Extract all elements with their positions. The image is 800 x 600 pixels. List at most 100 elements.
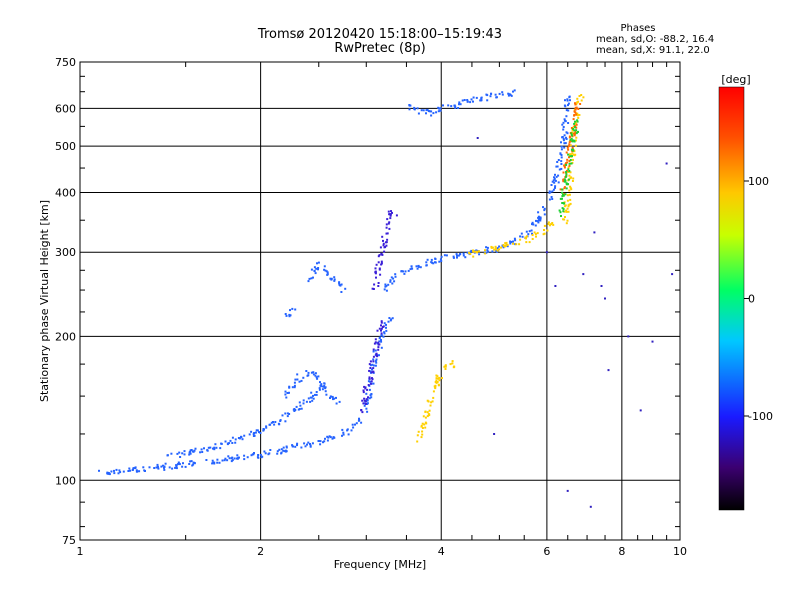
data-point (564, 216, 566, 218)
data-point (569, 185, 572, 188)
data-point (390, 210, 392, 213)
data-point (574, 132, 577, 135)
data-point (314, 393, 316, 396)
data-point (363, 385, 366, 388)
data-point (375, 263, 378, 266)
chart-subtitle: RwPretec (8p) (334, 41, 425, 56)
data-point (367, 384, 370, 386)
data-point (293, 386, 296, 389)
data-point (569, 140, 572, 142)
data-point (268, 423, 271, 426)
data-point (576, 119, 579, 122)
data-point (338, 282, 341, 285)
data-point (564, 204, 567, 207)
data-point (193, 449, 196, 452)
data-point (437, 383, 440, 386)
data-point (228, 442, 231, 445)
data-point (361, 399, 364, 402)
data-point (115, 468, 118, 471)
data-point (555, 165, 558, 168)
data-point (563, 210, 566, 213)
data-point (565, 109, 568, 112)
data-point (573, 129, 576, 132)
data-point (128, 467, 131, 470)
data-point (454, 105, 457, 108)
data-point (315, 393, 318, 396)
data-point (267, 453, 270, 456)
data-point (296, 373, 299, 376)
data-point (312, 371, 315, 374)
data-point (234, 438, 237, 441)
data-point (314, 272, 317, 275)
data-point (333, 278, 336, 281)
data-point (439, 107, 442, 110)
data-point (389, 213, 392, 216)
data-point (178, 451, 181, 454)
data-point (427, 400, 430, 403)
data-point (413, 107, 416, 110)
data-point (593, 231, 596, 234)
data-point (371, 363, 374, 366)
data-point (577, 116, 580, 119)
data-point (434, 384, 437, 387)
data-point (323, 268, 326, 271)
data-point (472, 255, 475, 258)
data-point (560, 148, 563, 151)
data-point (329, 277, 332, 280)
data-point (432, 390, 435, 393)
data-point (574, 144, 577, 147)
data-point (284, 390, 287, 393)
data-point (438, 379, 441, 382)
x-tick-label: 1 (77, 545, 84, 558)
data-point (575, 113, 578, 116)
data-point (564, 179, 567, 182)
data-point (485, 246, 488, 249)
data-point (428, 409, 431, 412)
data-point (571, 155, 573, 158)
data-point (377, 255, 380, 258)
data-point (342, 431, 345, 434)
data-point (501, 93, 504, 96)
data-point (323, 440, 326, 443)
data-point (384, 283, 387, 286)
data-point (365, 398, 368, 401)
data-point (444, 368, 447, 370)
data-point (420, 436, 423, 439)
data-point (326, 271, 329, 274)
data-point (254, 431, 257, 434)
data-point (178, 462, 181, 465)
data-point (174, 466, 177, 469)
data-point (375, 361, 378, 364)
data-point (476, 251, 478, 254)
data-point (569, 186, 572, 189)
data-point (501, 91, 504, 94)
data-point (378, 268, 381, 271)
data-point (567, 168, 570, 171)
data-point (243, 434, 246, 437)
data-point (236, 454, 239, 457)
data-point (564, 99, 566, 102)
data-point (535, 235, 537, 238)
data-point (561, 195, 564, 198)
data-point (570, 162, 573, 165)
data-point (569, 99, 571, 102)
data-point (341, 434, 343, 437)
data-point (572, 177, 575, 180)
data-point (452, 255, 455, 258)
data-point (385, 323, 387, 326)
data-point (424, 421, 427, 424)
data-point (307, 280, 310, 283)
data-point (340, 291, 343, 293)
data-point (250, 454, 253, 457)
data-point (402, 270, 404, 273)
data-point (510, 94, 513, 97)
data-point (563, 178, 566, 181)
data-point (563, 164, 566, 167)
data-point (310, 391, 313, 394)
data-point (568, 193, 571, 196)
data-point (211, 462, 214, 465)
data-point (391, 317, 394, 320)
data-point (449, 363, 452, 366)
data-point (568, 170, 571, 172)
data-point (525, 230, 528, 233)
